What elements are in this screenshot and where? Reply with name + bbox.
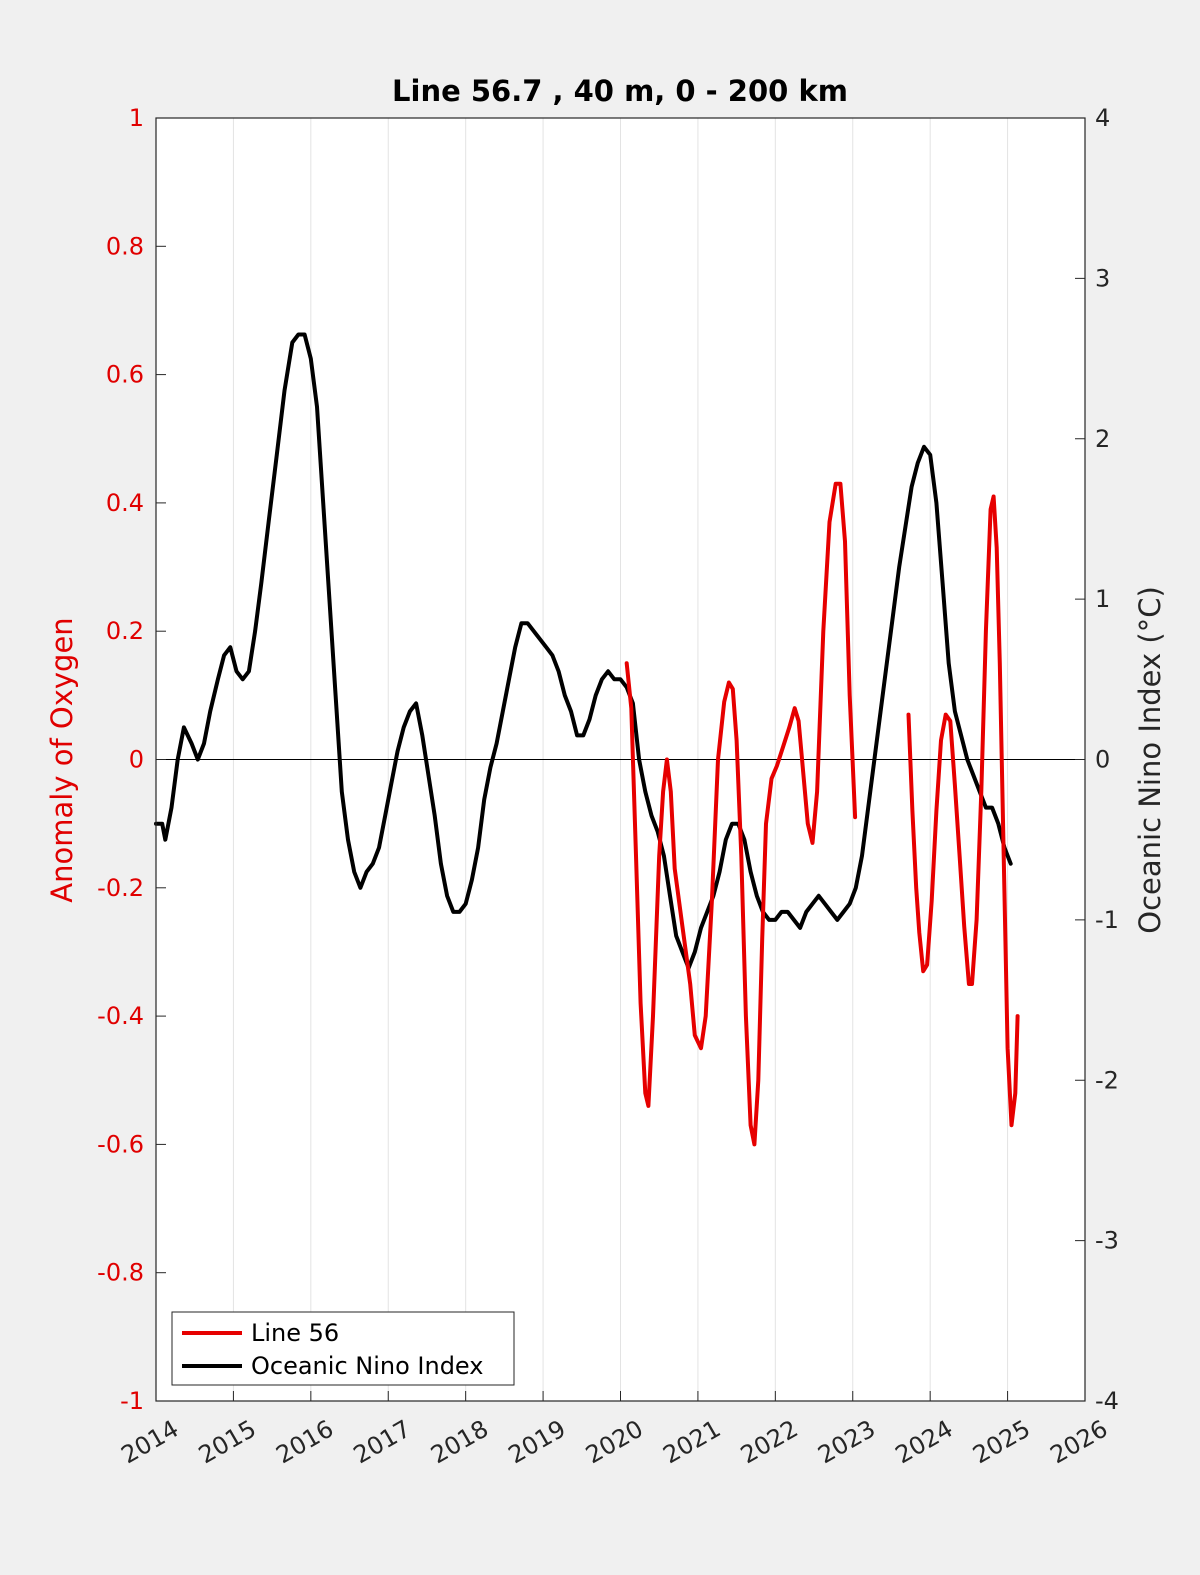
y-tick-label-right: 3 <box>1095 264 1110 292</box>
x-tick-label: 2021 <box>658 1414 725 1469</box>
y-tick-label-left: 0.8 <box>106 232 144 260</box>
y-tick-label-left: 0.2 <box>106 617 144 645</box>
y-tick-label-left: 0 <box>129 746 144 774</box>
y-tick-label-left: 0.4 <box>106 489 144 517</box>
legend-label-line-56: Line 56 <box>251 1319 339 1347</box>
y-tick-label-right: 2 <box>1095 425 1110 453</box>
x-tick-label: 2019 <box>504 1414 571 1469</box>
y-tick-label-left: -0.8 <box>97 1259 144 1287</box>
series-line-oni <box>154 332 1013 970</box>
legend: Line 56 Oceanic Nino Index <box>171 1311 515 1386</box>
series-layer <box>154 332 1020 1147</box>
x-tick-label: 2016 <box>271 1414 338 1469</box>
y-tick-label-right: -4 <box>1095 1387 1119 1415</box>
x-tick-label: 2018 <box>426 1414 493 1469</box>
y-tick-label-right: 4 <box>1095 104 1110 132</box>
y-tick-label-left: -0.6 <box>97 1130 144 1158</box>
y-tick-label-left: 1 <box>129 104 144 132</box>
y-tick-label-right: 0 <box>1095 746 1110 774</box>
x-tick-label: 2022 <box>736 1414 803 1469</box>
x-tick-label: 2026 <box>1046 1414 1113 1469</box>
y-tick-label-left: -1 <box>120 1387 144 1415</box>
y-tick-label-right: 1 <box>1095 585 1110 613</box>
y-tick-label-right: -1 <box>1095 906 1119 934</box>
x-tick-label: 2024 <box>891 1414 958 1469</box>
y-tick-label-right: -3 <box>1095 1227 1119 1255</box>
y-tick-label-left: -0.2 <box>97 874 144 902</box>
legend-box <box>171 1311 515 1386</box>
y-tick-label-left: 0.6 <box>106 361 144 389</box>
x-tick-label: 2023 <box>813 1414 880 1469</box>
y-axis-label-right: Oceanic Nino Index (°C) <box>1133 586 1167 934</box>
legend-label-oni: Oceanic Nino Index <box>251 1352 483 1380</box>
y-tick-label-left: -0.4 <box>97 1002 144 1030</box>
y-tick-label-right: -2 <box>1095 1066 1119 1094</box>
series-line-56-segment-1 <box>624 481 858 1147</box>
x-tick-label: 2014 <box>117 1414 184 1469</box>
chart-title: Line 56.7 , 40 m, 0 - 200 km <box>392 74 848 108</box>
series-line-56-segment-2 <box>906 494 1020 1128</box>
x-tick-label: 2025 <box>968 1414 1035 1469</box>
x-tick-label: 2020 <box>581 1414 648 1469</box>
y-axis-label-left: Anomaly of Oxygen <box>45 617 79 902</box>
x-tick-label: 2017 <box>349 1414 416 1469</box>
x-tick-label: 2015 <box>194 1414 261 1469</box>
